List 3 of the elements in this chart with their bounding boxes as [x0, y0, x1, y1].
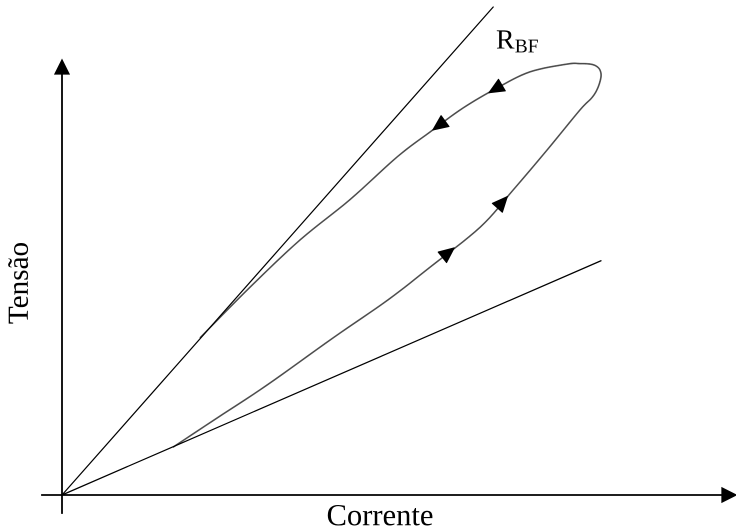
annotation: R$_{BF}$	[496, 30, 538, 52]
x-axis-title: Corrente	[328, 504, 432, 526]
y-axis-title: Tensão	[8, 243, 28, 324]
